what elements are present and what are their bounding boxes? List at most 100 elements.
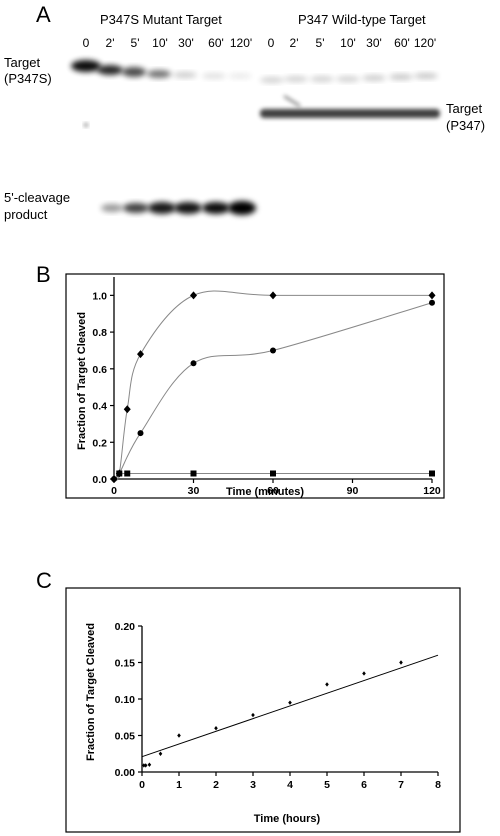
- target-p347s-label-line2: (P347S): [4, 71, 52, 86]
- gel-band: [414, 73, 438, 79]
- x-tick-label: 90: [347, 485, 359, 497]
- y-tick-label: 0.8: [92, 327, 107, 339]
- lane-label: 10': [152, 36, 168, 50]
- chart-b-x-axis-label: Time (minutes): [226, 486, 304, 498]
- chart-b-frame: [65, 273, 445, 499]
- square-point: [124, 470, 131, 477]
- gel-band: [71, 60, 101, 72]
- y-tick-label: 0.6: [92, 364, 107, 376]
- diamond-point: [269, 291, 277, 300]
- circle-point: [137, 430, 144, 437]
- square-point: [116, 470, 123, 477]
- chart-c-frame: [65, 587, 461, 833]
- x-tick-label: 5: [324, 779, 330, 791]
- mutant-target-bands: [71, 60, 252, 79]
- cleavage-product-bands: [101, 201, 256, 215]
- y-tick-label: 0.00: [115, 767, 136, 779]
- diamond-point: [123, 405, 131, 414]
- square-point: [429, 470, 435, 477]
- target-p347s-label-line1: Target: [4, 55, 41, 70]
- lane-label: 30': [366, 36, 382, 50]
- data-point: [251, 712, 255, 718]
- y-tick-label: 0.15: [115, 658, 136, 670]
- chart-b-y-axis-label: Fraction of Target Cleaved: [76, 312, 88, 450]
- lane-label: 0: [267, 36, 275, 50]
- circle-point: [270, 347, 276, 354]
- wildtype-target-bands: [260, 95, 440, 118]
- gel-band: [260, 77, 284, 83]
- data-point: [147, 762, 152, 767]
- diamond-point: [190, 291, 197, 300]
- gel-band: [284, 76, 308, 82]
- lane-label: 120': [229, 36, 253, 50]
- gel-speck: [84, 123, 88, 127]
- panel-b-letter: B: [36, 262, 51, 287]
- lane-label: 30': [178, 36, 194, 50]
- x-tick-label: 0: [139, 779, 145, 791]
- data-point: [399, 660, 403, 665]
- gel-band: [97, 65, 123, 75]
- gel-band: [228, 201, 256, 215]
- gel-band: [202, 73, 226, 79]
- lane-label: 0: [82, 36, 90, 50]
- square-point: [270, 470, 276, 477]
- gel-band: [310, 76, 334, 82]
- gel-band: [389, 74, 413, 80]
- x-tick-label: 30: [188, 485, 200, 497]
- chart-c-x-axis-label: Time (hours): [254, 813, 321, 825]
- mutant-target-title: P347S Mutant Target: [100, 12, 222, 27]
- lane-label: 2': [289, 36, 299, 50]
- data-point: [177, 733, 181, 738]
- x-tick-label: 4: [287, 779, 293, 791]
- y-tick-label: 1.0: [92, 290, 107, 302]
- target-p347-label-line1: Target: [446, 101, 483, 116]
- gel-band: [123, 203, 149, 213]
- y-tick-label: 0.10: [115, 694, 136, 706]
- wildtype-target-title: P347 Wild-type Target: [298, 12, 426, 27]
- x-tick-label: 6: [361, 779, 367, 791]
- y-tick-label: 0.2: [92, 437, 107, 449]
- x-tick-label: 60: [267, 485, 279, 497]
- lane-label: 60': [208, 36, 224, 50]
- gel-band: [148, 202, 176, 214]
- data-point: [143, 763, 148, 768]
- gel-band: [260, 109, 440, 118]
- diamond-point: [428, 291, 436, 300]
- y-tick-label: 0.4: [92, 401, 107, 413]
- gel-band: [336, 76, 360, 82]
- square-point: [190, 470, 197, 477]
- chart-b-series: [110, 290, 436, 483]
- diamond-point: [137, 350, 144, 359]
- data-point: [288, 700, 292, 705]
- fit-line: [141, 654, 439, 758]
- x-tick-label: 1: [176, 779, 182, 791]
- circle-point: [190, 360, 197, 367]
- gel-band: [147, 70, 171, 78]
- gel-band: [101, 204, 123, 212]
- circle-point: [429, 299, 435, 306]
- gel-smear: [283, 95, 301, 107]
- lane-label: 2': [105, 36, 115, 50]
- gel-band: [122, 67, 146, 77]
- lane-label: 10': [340, 36, 356, 50]
- target-p347-label-line2: (P347): [446, 118, 486, 133]
- gel-band: [202, 202, 230, 214]
- data-point: [325, 682, 329, 687]
- lane-label: 5': [130, 36, 140, 50]
- circle-point: [111, 476, 117, 482]
- chart-b-axes: 0 30 60 90 120 0.0 0.2 0.4 0.6 0.8 1.0: [92, 277, 441, 497]
- panel-a-letter: A: [36, 2, 51, 27]
- x-tick-label: 120: [423, 485, 441, 497]
- cleavage-product-label-line2: product: [4, 207, 48, 222]
- chart-c-axes: 0 1 2 3 4 5 6 7 8 0.00 0.05 0.10 0.15 0.20: [115, 621, 442, 791]
- gel-band: [228, 73, 252, 79]
- x-tick-label: 3: [250, 779, 256, 791]
- data-point: [214, 726, 218, 731]
- wildtype-faint-bands: [260, 73, 438, 83]
- x-tick-label: 8: [435, 779, 441, 791]
- chart-c-y-axis-label: Fraction of Target Cleaved: [85, 623, 97, 761]
- y-tick-label: 0.05: [115, 731, 136, 743]
